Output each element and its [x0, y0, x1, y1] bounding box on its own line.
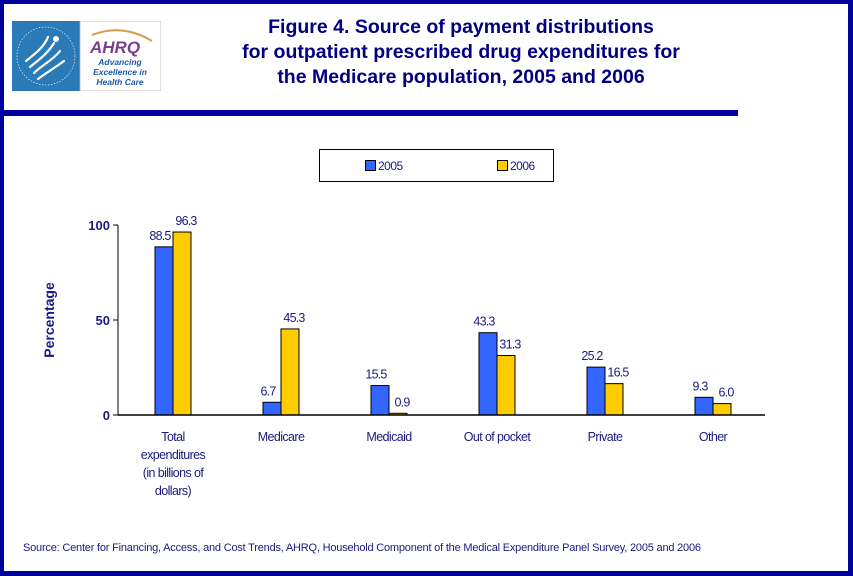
ahrq-logo: AHRQ Advancing Excellence in Health Care [12, 21, 161, 91]
y-axis-label: Percentage [41, 282, 57, 358]
x-tick-label: expenditures [141, 448, 206, 462]
bar-2006 [280, 328, 300, 416]
y-axis: 0 50 100 [88, 218, 119, 423]
x-tick-label: Medicare [258, 430, 305, 444]
bar-2006 [604, 383, 624, 416]
hhs-eagle-icon [24, 35, 66, 81]
header-divider [4, 110, 738, 116]
title-line: for outpatient prescribed drug expenditu… [242, 41, 680, 63]
data-label-2005: 9.3 [693, 379, 709, 393]
legend-label: 2006 [510, 159, 535, 173]
logo-tagline-line: Health Care [96, 77, 144, 87]
figure-title: Figure 4. Source of payment distribution… [200, 15, 722, 90]
bar-2005 [478, 332, 498, 416]
hhs-seal-ring [16, 26, 76, 86]
data-label-2006: 16.5 [607, 366, 629, 380]
title-line: the Medicare population, 2005 and 2006 [277, 66, 645, 88]
x-tick-label: dollars) [155, 484, 192, 498]
data-label-2006: 96.3 [175, 214, 197, 228]
hhs-seal-background [12, 21, 80, 91]
bar-2006 [712, 403, 732, 416]
bar-2006 [496, 355, 516, 416]
logo-tagline-line: Excellence in [93, 67, 147, 77]
y-tick-label: 0 [103, 408, 110, 423]
data-label-2005: 15.5 [365, 368, 387, 382]
bar-2005 [262, 401, 282, 416]
legend-label: 2005 [378, 159, 403, 173]
y-tick-label: 100 [88, 218, 110, 233]
data-label-2005: 43.3 [473, 315, 495, 329]
x-tick-label: Out of pocket [464, 430, 532, 444]
ahrq-panel [79, 21, 161, 91]
x-tick-label: Other [699, 430, 728, 444]
x-tick-label: Private [588, 430, 623, 444]
data-label-2005: 88.5 [149, 229, 171, 243]
x-axis: Total expenditures (in billions of dollars)… [118, 414, 765, 498]
bar-2005 [154, 246, 174, 416]
data-label-2006: 0.9 [395, 395, 411, 409]
y-tick-label: 50 [96, 313, 110, 328]
ahrq-wordmark: AHRQ [89, 38, 140, 57]
x-tick-label: Medicaid [366, 430, 412, 444]
bars: 88.5 96.3 6.7 45.3 15.5 0.9 43.3 31.3 25.2 16.5 9.… [149, 214, 735, 416]
legend-item-2006: 2006 [497, 159, 535, 173]
data-label-2006: 45.3 [283, 311, 305, 325]
x-tick-label: Total [161, 430, 184, 444]
chart-legend: 2005 2006 [319, 149, 554, 182]
bar-2005 [586, 366, 606, 416]
data-label-2006: 6.0 [719, 386, 735, 400]
title-line: Figure 4. Source of payment distribution… [268, 16, 654, 38]
legend-item-2005: 2005 [365, 159, 403, 173]
bar-2005 [694, 396, 714, 416]
legend-swatch-2006 [497, 160, 508, 171]
legend-swatch-2005 [365, 160, 376, 171]
data-label-2006: 31.3 [499, 338, 521, 352]
logo-tagline-line: Advancing [97, 57, 142, 67]
bar-2005 [370, 385, 390, 416]
source-note: Source: Center for Financing, Access, an… [23, 542, 701, 554]
data-label-2005: 25.2 [581, 349, 603, 363]
bar-2006 [172, 231, 192, 416]
data-label-2005: 6.7 [261, 384, 277, 398]
ahrq-arc-icon [91, 29, 153, 42]
x-tick-label: (in billions of [143, 466, 205, 480]
